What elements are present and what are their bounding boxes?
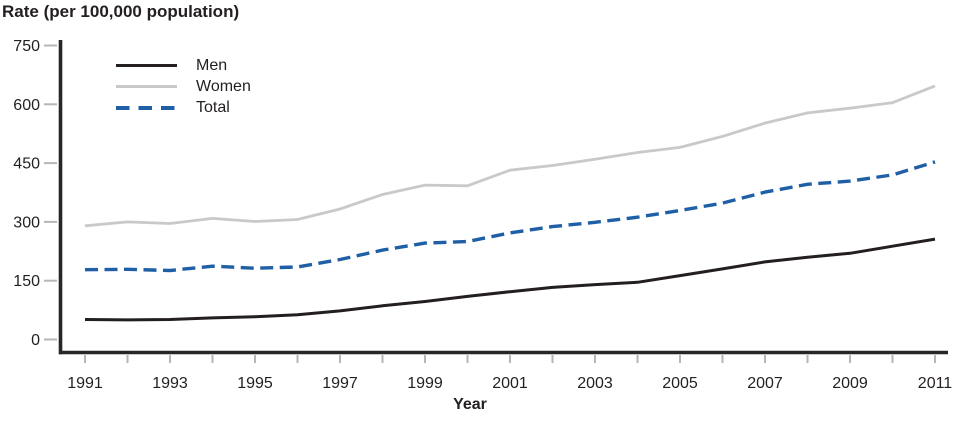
x-tick-label: 2009 [832, 375, 868, 392]
y-tick-label: 150 [13, 273, 40, 290]
x-axis-title: Year [453, 396, 487, 413]
legend-item-women: Women [116, 76, 251, 97]
y-tick-label: 0 [31, 332, 40, 349]
x-tick-label: 1999 [407, 375, 443, 392]
x-tick-label: 2003 [577, 375, 613, 392]
series-line-women [84, 84, 936, 228]
y-tick-label: 450 [13, 156, 40, 173]
y-tick-label: 300 [13, 214, 40, 231]
legend-label-women: Women [196, 78, 251, 95]
legend-item-men: Men [116, 55, 251, 76]
series-line-men [84, 237, 936, 322]
legend-line-women [116, 84, 177, 89]
legend-label-men: Men [196, 57, 228, 74]
series-line-total [84, 160, 936, 273]
x-tick-label: 1997 [322, 375, 358, 392]
legend-line-total [116, 105, 177, 110]
y-tick-label: 750 [13, 38, 40, 55]
legend: Men Women Total [116, 55, 251, 118]
x-tick-label: 2007 [747, 375, 783, 392]
x-tick-label: 1991 [67, 375, 103, 392]
legend-label-total: Total [196, 99, 230, 116]
legend-item-total: Total [116, 97, 251, 118]
x-tick-label: 2011 [918, 375, 953, 392]
x-tick-label: 1993 [152, 375, 188, 392]
legend-line-men [116, 63, 177, 68]
y-tick-label: 600 [13, 97, 40, 114]
x-tick-label: 1995 [237, 375, 273, 392]
chart-title: Rate (per 100,000 population) [2, 2, 240, 21]
x-tick-label: 2001 [492, 375, 528, 392]
x-tick-label: 2005 [662, 375, 698, 392]
